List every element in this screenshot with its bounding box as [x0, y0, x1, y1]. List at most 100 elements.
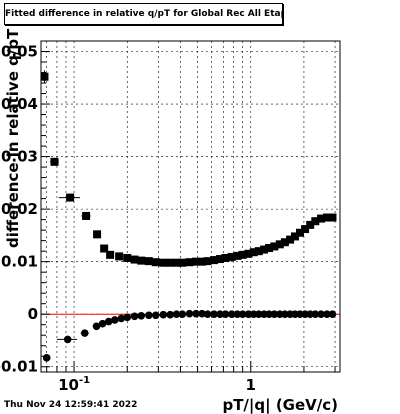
chart-title-box: Fitted difference in relative q/pT for G… [4, 3, 283, 25]
data-point-circle [98, 319, 107, 328]
data-point-circle [92, 322, 101, 331]
data-point-circle [216, 310, 224, 319]
axes: -0.01 0 0.01 0.02 0.03 0.04 0.05 10-1 1 [0, 40, 336, 394]
x-tick-label: 10-1 [58, 375, 90, 394]
grid-lines [41, 41, 340, 372]
data-point-circle [104, 317, 113, 326]
data-point-square [317, 214, 326, 223]
data-point-circle [238, 310, 247, 319]
data-point-circle [265, 310, 273, 319]
data-point-square [172, 258, 181, 267]
y-axis-title: difference in relative q/pT [4, 28, 22, 248]
data-point-square [244, 249, 253, 258]
data-point-square [280, 238, 289, 247]
data-point-square [203, 257, 212, 266]
data-point-circle [203, 310, 212, 319]
chart-title: Fitted difference in relative q/pT for G… [5, 9, 282, 19]
data-point-square [144, 257, 153, 266]
data-point-circle [317, 310, 325, 319]
data-point-square [123, 253, 132, 262]
y-tick-label: 0 [28, 305, 38, 323]
data-point-circle [110, 316, 119, 324]
y-tick-label: -0.01 [0, 358, 38, 376]
data-point-square [185, 258, 194, 267]
y-tick-label: 0.05 [1, 43, 38, 61]
data-point-square [159, 258, 168, 267]
data-point-circle [192, 309, 200, 318]
data-point-circle [270, 310, 279, 319]
data-point-circle [159, 310, 168, 319]
data-point-circle [123, 313, 132, 322]
data-point-circle [145, 311, 153, 320]
data-point-square [290, 232, 299, 241]
data-point-circle [151, 311, 160, 320]
data-point-square [137, 256, 146, 265]
data-point-circle [221, 310, 230, 319]
data-points [40, 70, 337, 362]
data-point-circle [172, 310, 181, 319]
data-point-square [295, 228, 304, 237]
data-point-circle [198, 309, 206, 318]
data-point-circle [130, 312, 139, 321]
data-point-square [115, 252, 124, 261]
data-point-circle [80, 329, 89, 337]
x-axis-title: pT/|q| (GeV/c) [222, 396, 338, 414]
data-point-square [210, 256, 219, 265]
data-point-circle [166, 310, 174, 319]
data-point-circle [178, 310, 187, 319]
data-point-square [66, 193, 75, 202]
data-point-square [311, 217, 320, 226]
data-point-square [265, 244, 274, 253]
data-point-square [322, 213, 331, 222]
data-point-square [286, 235, 295, 244]
data-point-square [106, 250, 115, 259]
y-tick-label: 0.04 [1, 95, 38, 113]
data-point-square [270, 242, 279, 251]
plot-frame [40, 40, 341, 373]
data-point-square [238, 250, 247, 259]
series-1 [42, 309, 337, 362]
data-point-square [82, 211, 91, 220]
data-point-square [275, 240, 284, 249]
data-point-square [216, 255, 225, 264]
data-point-square [40, 72, 49, 81]
data-point-square [50, 157, 59, 166]
data-point-square [151, 258, 160, 267]
y-tick-label: 0.03 [1, 148, 38, 166]
data-point-square [93, 230, 102, 239]
data-point-circle [117, 314, 126, 323]
data-point-square [227, 252, 236, 261]
data-point-square [254, 247, 263, 256]
data-point-square [178, 258, 187, 267]
data-point-circle [244, 310, 253, 319]
data-point-circle [227, 310, 236, 319]
data-point-circle [42, 354, 51, 362]
data-point-circle [185, 309, 194, 318]
data-point-circle [311, 310, 320, 319]
data-point-circle [254, 310, 263, 319]
data-point-circle [63, 335, 72, 344]
data-point-circle [137, 311, 146, 320]
x-tick-label: 1 [246, 376, 256, 394]
data-point-square [249, 248, 258, 257]
data-point-square [100, 244, 109, 253]
data-point-square [198, 257, 207, 266]
data-point-square [301, 225, 310, 234]
data-point-circle [233, 310, 242, 319]
y-tick-label: 0.01 [1, 253, 38, 271]
y-tick-label: 0.02 [1, 200, 38, 218]
data-point-square [328, 213, 337, 222]
data-point-square [166, 258, 175, 267]
data-point-square [130, 255, 139, 264]
data-point-circle [328, 310, 337, 319]
data-point-square [192, 257, 201, 266]
timestamp: Thu Nov 24 12:59:41 2022 [4, 400, 138, 410]
data-point-square [233, 251, 242, 260]
data-point-circle [323, 310, 331, 319]
data-point-square [221, 253, 230, 262]
data-point-square [306, 220, 315, 229]
data-point-square [260, 245, 269, 254]
series-0 [40, 70, 337, 267]
data-point-circle [210, 310, 218, 319]
